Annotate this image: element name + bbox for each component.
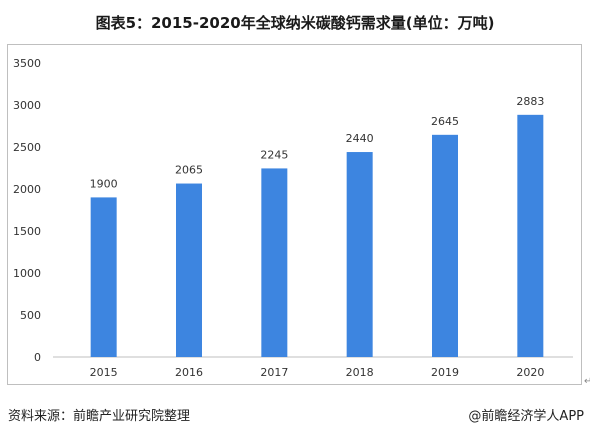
x-tick-label: 2015 [90,366,118,379]
y-tick-label: 2500 [13,141,41,154]
bar-chart: 0 500 1000 1500 2000 2500 3000 3500 1900 2015 2065… [13,57,573,379]
x-tick-label: 2017 [260,366,288,379]
bar-value-label: 2065 [175,164,203,177]
chart-frame: 0 500 1000 1500 2000 2500 3000 3500 1900 2015 2065… [7,44,582,385]
bar-value-label: 1900 [90,177,118,190]
bar-value-label: 2883 [516,95,544,108]
y-tick-label: 500 [20,309,41,322]
y-tick-label: 3500 [13,57,41,70]
x-tick-label: 2018 [346,366,374,379]
bar-value-label: 2245 [260,148,288,161]
y-tick-label: 3000 [13,99,41,112]
y-tick-label: 1000 [13,267,41,280]
paragraph-return-mark: ↵ [584,376,590,387]
bar [176,183,202,357]
y-tick-label: 2000 [13,183,41,196]
brand-credit: @前瞻经济学人APP [468,409,584,424]
bar-value-label: 2440 [346,132,374,145]
source-note: 资料来源：前瞻产业研究院整理 [8,409,191,424]
bar [261,168,288,357]
bar-value-label: 2645 [431,115,459,128]
bar [517,114,544,357]
bar [90,197,117,357]
x-tick-label: 2019 [431,366,459,379]
x-tick-label: 2020 [516,366,544,379]
x-tick-label: 2016 [175,366,203,379]
bar [432,134,458,357]
y-tick-label: 0 [34,351,41,364]
y-tick-label: 1500 [13,225,41,238]
chart-title: 图表5：2015-2020年全球纳米碳酸钙需求量(单位：万吨) [95,14,495,32]
bar [346,152,373,357]
